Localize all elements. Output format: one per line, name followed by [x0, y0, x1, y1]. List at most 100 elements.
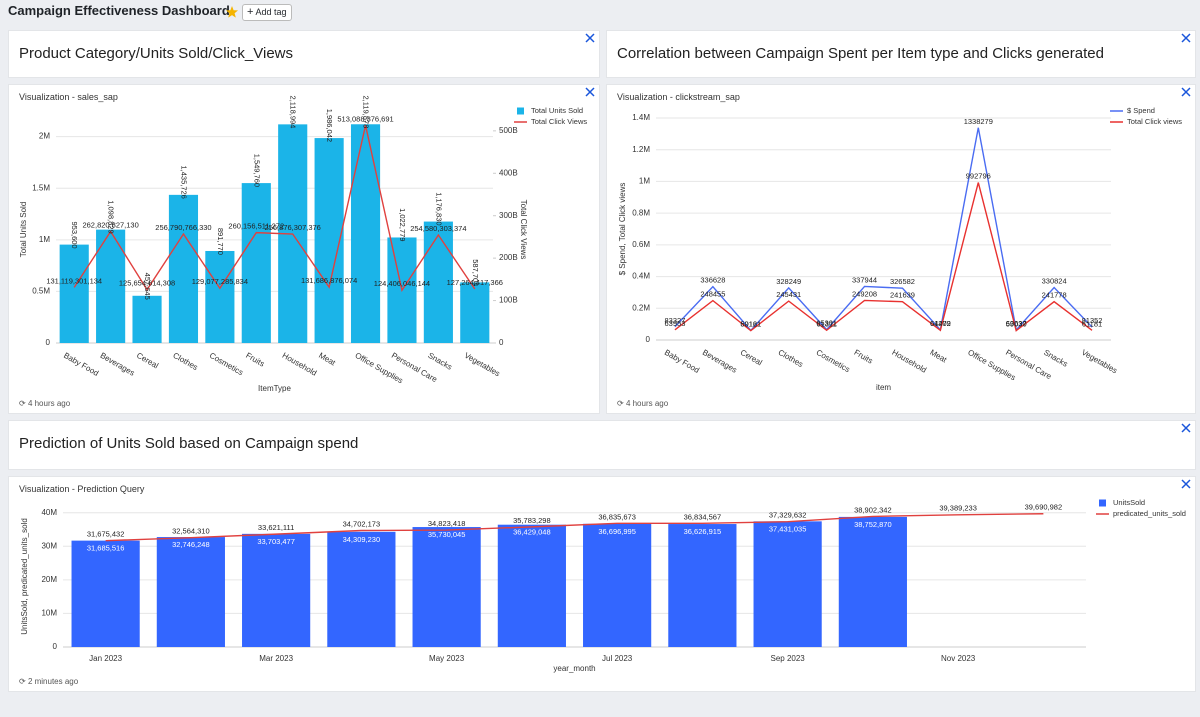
line-value-label: 64279: [930, 319, 951, 328]
y-tick-label: 0: [646, 335, 651, 344]
bar-value-label: 37,431,035: [769, 524, 807, 533]
y-tick-label: 20M: [41, 575, 57, 584]
line-value-label: 254,580,303,374: [410, 224, 466, 233]
bar: [96, 229, 126, 343]
line-value-label: 61402: [930, 319, 951, 328]
bar-value-label: 32,746,248: [172, 540, 210, 549]
updated-time: ⟳ 4 hours ago: [19, 399, 71, 408]
close-icon[interactable]: [1181, 479, 1191, 489]
x-tick-label: Snacks: [1042, 348, 1069, 369]
y-tick-label: 10M: [41, 609, 57, 618]
legend-label: Total Click views: [1127, 117, 1182, 126]
bar: [132, 295, 162, 343]
updated-time: ⟳ 4 hours ago: [617, 399, 669, 408]
line-value-label: 992796: [966, 172, 991, 181]
y2-tick-label: 300B: [499, 211, 518, 220]
bar: [156, 537, 225, 647]
line: [105, 513, 1044, 542]
bar-value-label: 33,703,477: [257, 537, 295, 546]
bar-value-label: 2,118,994: [289, 96, 298, 129]
y-tick-label: 1.4M: [632, 113, 650, 122]
line-value-label: 124,406,046,144: [374, 279, 430, 288]
line-value-label: 256,876,307,376: [265, 223, 321, 232]
close-icon[interactable]: [1181, 87, 1191, 97]
line-value-label: 81352: [1082, 316, 1103, 325]
bar: [59, 244, 89, 343]
line-value-label: 35,783,298: [513, 516, 551, 525]
bar: [314, 138, 344, 343]
line-value-label: 34,702,173: [343, 519, 381, 528]
line-value-label: 328249: [776, 277, 801, 286]
panel-title: Product Category/Units Sold/Click_Views: [19, 45, 294, 62]
bar: [71, 540, 140, 647]
y-tick-label: 2M: [39, 132, 50, 141]
y-tick-label: 1.2M: [632, 145, 650, 154]
y-tick-label: 1M: [39, 235, 50, 244]
bar: [753, 521, 822, 647]
x-tick-label: Beverages: [701, 348, 739, 375]
close-icon[interactable]: [1181, 423, 1191, 433]
bar: [205, 250, 235, 343]
line-value-label: 36,834,567: [684, 512, 722, 521]
y-tick-label: 0.6M: [632, 240, 650, 249]
x-tick-label: Jan 2023: [89, 654, 122, 663]
close-icon[interactable]: [1181, 33, 1191, 43]
title-panel: Prediction of Units Sold based on Campai…: [8, 420, 1196, 470]
y2-axis-title: Total Click Views: [519, 200, 528, 260]
y-tick-label: 0.8M: [632, 208, 650, 217]
line-value-label: 125,654,614,308: [119, 279, 175, 288]
x-tick-label: Nov 2023: [941, 654, 976, 663]
line-value-label: 61311: [816, 319, 836, 328]
x-tick-label: Jul 2023: [602, 654, 633, 663]
line-value-label: 37,329,632: [769, 511, 807, 520]
line-value-label: 59030: [1006, 320, 1027, 329]
x-tick-label: Snacks: [426, 351, 453, 372]
x-tick-label: Meat: [928, 348, 949, 365]
line-value-label: 131,119,301,134: [46, 276, 102, 285]
line: [73, 125, 476, 292]
bar: [412, 527, 481, 647]
line-value-label: 32,564,310: [172, 527, 210, 536]
bar-value-label: 1,435,726: [179, 165, 188, 198]
x-tick-label: Baby Food: [62, 351, 100, 378]
line-value-label: 34,823,418: [428, 519, 466, 528]
x-tick-label: Vegetables: [463, 351, 502, 379]
legend-label: Total Units Sold: [531, 106, 583, 115]
y-axis-title: UnitsSold, predicated_units_sold: [20, 518, 29, 635]
chart: 0 0.2M 0.4M 0.6M 0.8M 1M 1.2M 1.4M Baby Food Beve…: [618, 106, 1182, 392]
line-value-label: 336628: [700, 276, 725, 285]
close-icon[interactable]: [585, 87, 595, 97]
close-icon[interactable]: [585, 33, 595, 43]
y-tick-label: 0: [53, 642, 58, 651]
bar-value-label: 953,600: [70, 221, 79, 248]
updated-text: 2 minutes ago: [27, 677, 79, 686]
bar-value-label: 1,986,042: [325, 109, 334, 142]
line-value-label: 33,621,111: [258, 523, 294, 532]
add-tag-button[interactable]: + Add tag: [242, 4, 293, 21]
x-axis-title: year_month: [553, 664, 595, 673]
line-value-label: 36,835,673: [598, 512, 636, 521]
plus-icon: +: [247, 6, 254, 18]
bar-value-label: 36,429,048: [513, 528, 551, 537]
legend-label: UnitsSold: [1113, 498, 1145, 507]
x-tick-label: May 2023: [429, 654, 465, 663]
y2-tick-label: 200B: [499, 253, 518, 262]
legend-swatch: [517, 107, 524, 115]
star-icon[interactable]: [226, 6, 238, 18]
bar-value-label: 38,752,870: [854, 520, 892, 529]
panel-title: Correlation between Campaign Spent per I…: [617, 45, 1104, 62]
bar: [423, 221, 453, 343]
y-tick-label: 1M: [639, 177, 650, 186]
bar: [838, 516, 907, 647]
line-value-label: 61181: [1082, 319, 1102, 328]
line: [674, 182, 1093, 332]
chart: 0 10M 20M 30M 40M Jan 2023 Mar 2023 May 2023 Jul…: [20, 498, 1186, 673]
updated-time: ⟳ 2 minutes ago: [19, 677, 79, 686]
x-tick-label: Cereal: [739, 348, 764, 368]
line-value-label: 131,686,876,074: [301, 276, 357, 285]
y-tick-label: 0.4M: [632, 272, 650, 281]
line-value-label: 38,902,342: [854, 505, 892, 514]
viz-title: Visualization - Prediction Query: [19, 484, 145, 494]
x-axis-title: item: [876, 383, 891, 392]
